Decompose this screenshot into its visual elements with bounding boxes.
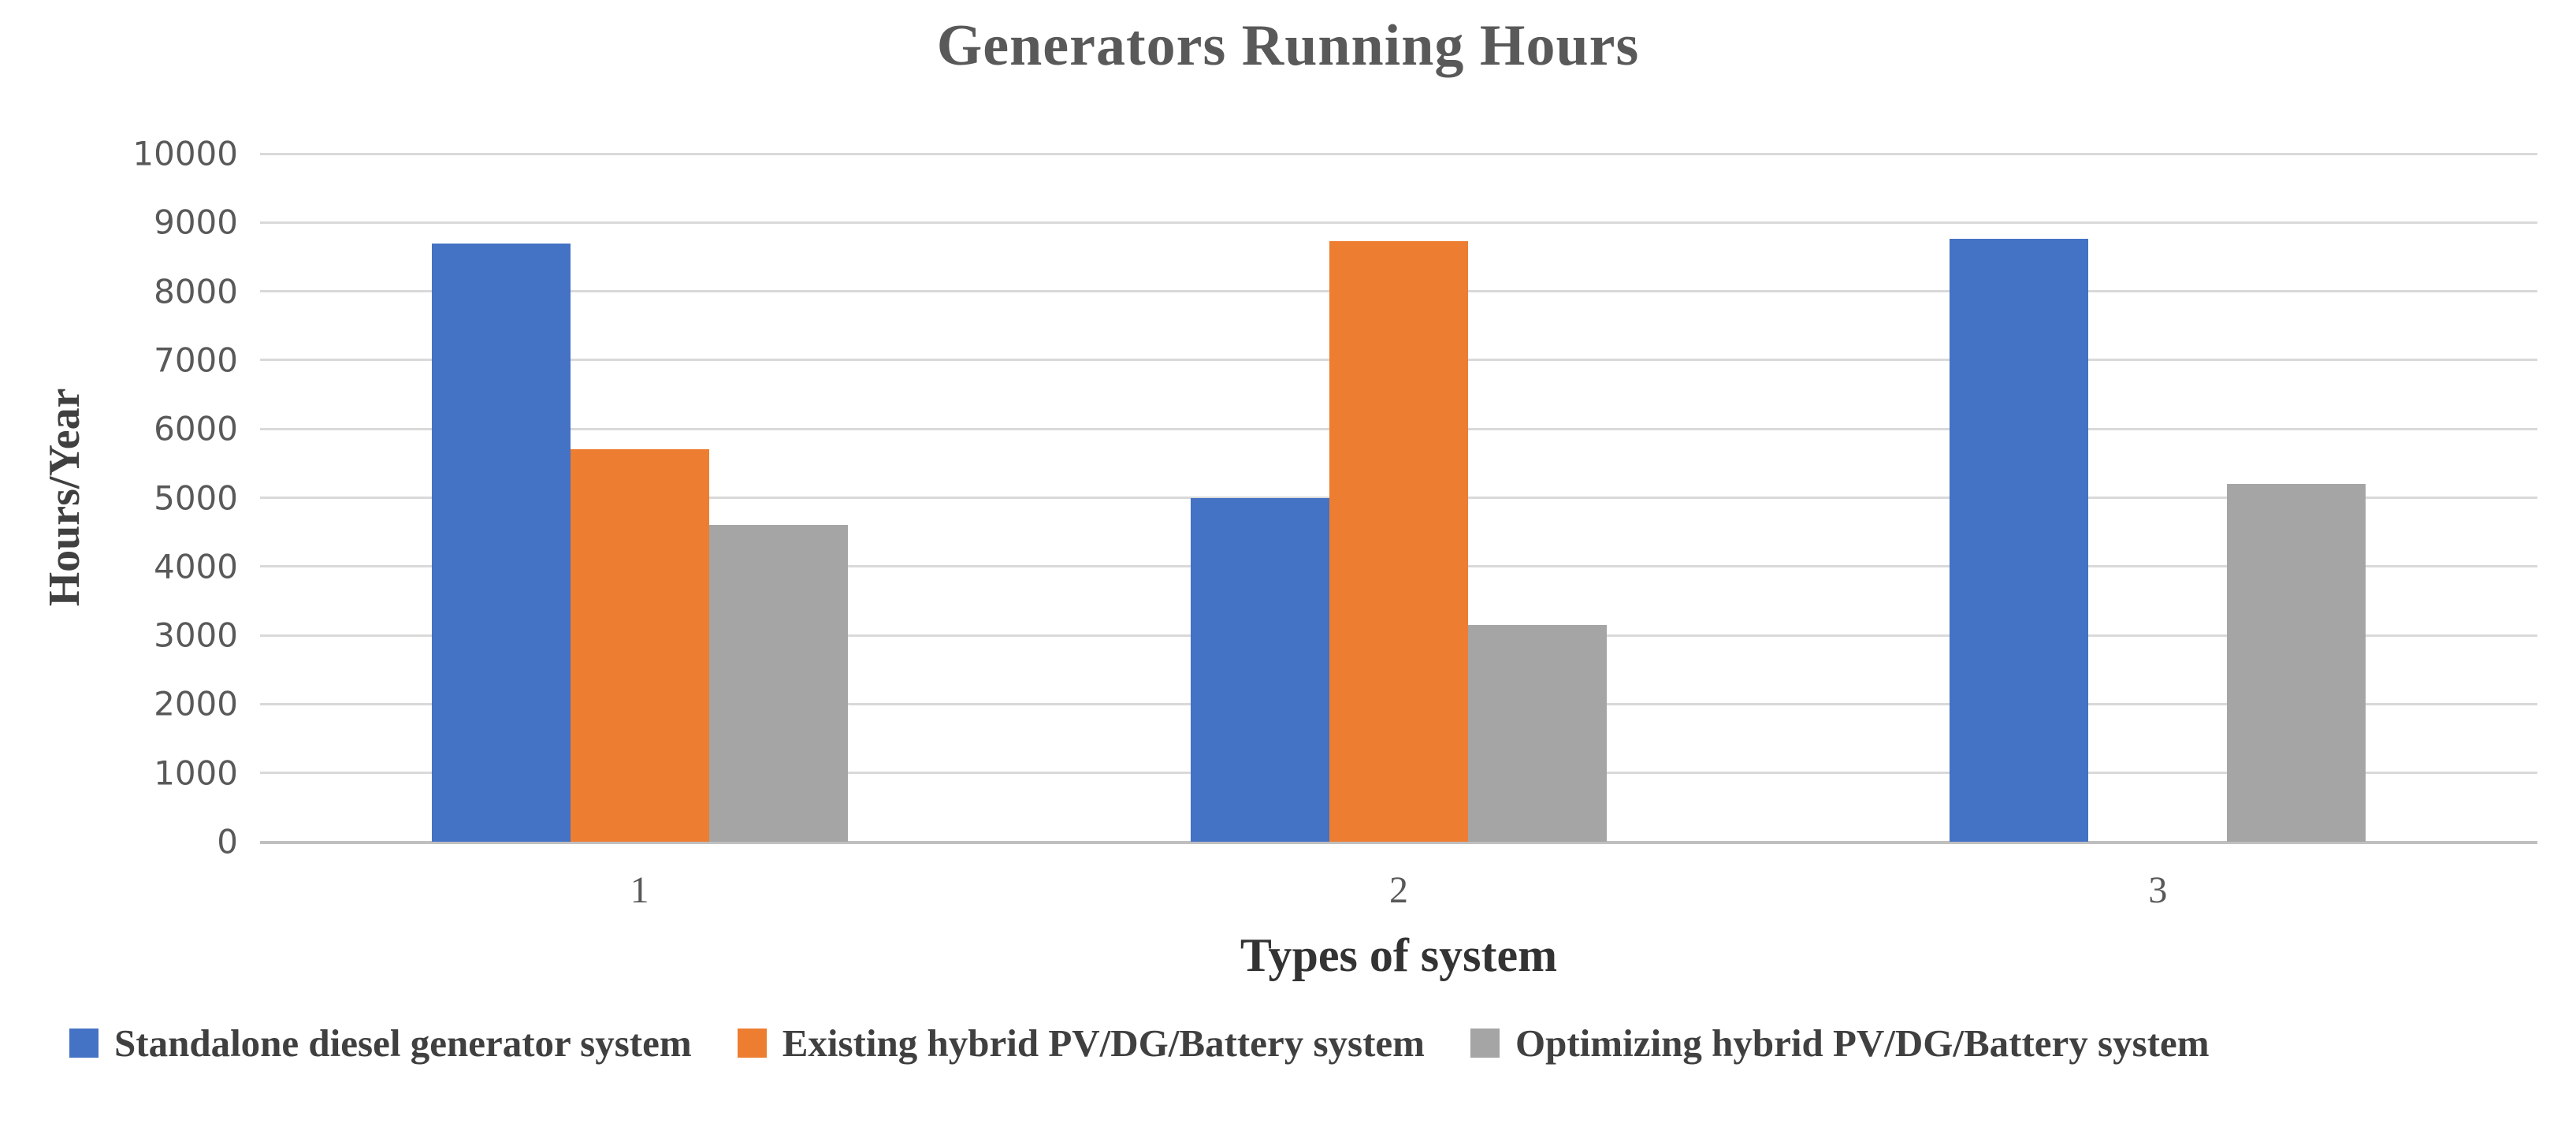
bar-category-3-series-3 bbox=[2227, 484, 2366, 842]
legend-item-2: Existing hybrid PV/DG/Battery system bbox=[737, 1021, 1425, 1066]
x-axis-line bbox=[260, 840, 2537, 844]
x-tick-label-2: 2 bbox=[1389, 869, 1408, 911]
gridline-9000 bbox=[260, 221, 2537, 224]
legend-item-1: Standalone diesel generator system bbox=[69, 1021, 692, 1066]
bar-category-1-series-3 bbox=[708, 525, 848, 842]
y-axis-tick-labels: 0 1000 2000 3000 4000 5000 6000 7000 8000 9000 100… bbox=[0, 0, 238, 1142]
gridline-10000 bbox=[260, 152, 2537, 155]
y-tick-label-4000: 4000 bbox=[154, 547, 238, 586]
chart-title: Generators Running Hours bbox=[936, 13, 1640, 78]
y-tick-label-0: 0 bbox=[217, 822, 238, 861]
bar-category-1-series-1 bbox=[431, 243, 571, 842]
y-tick-label-6000: 6000 bbox=[154, 409, 238, 448]
bar-category-2-series-2 bbox=[1329, 240, 1468, 842]
y-tick-label-2000: 2000 bbox=[154, 684, 238, 724]
bar-category-2-series-1 bbox=[1191, 497, 1329, 842]
bar-category-1-series-2 bbox=[570, 449, 709, 842]
y-tick-label-1000: 1000 bbox=[154, 753, 238, 793]
x-axis-title: Types of system bbox=[1240, 929, 1558, 981]
y-tick-label-3000: 3000 bbox=[154, 616, 238, 655]
y-tick-label-8000: 8000 bbox=[154, 272, 238, 311]
y-tick-label-7000: 7000 bbox=[154, 340, 238, 380]
y-tick-label-10000: 10000 bbox=[132, 134, 238, 173]
legend-swatch-icon bbox=[69, 1029, 99, 1058]
plot-area bbox=[260, 152, 2537, 844]
legend-label: Optimizing hybrid PV/DG/Battery system bbox=[1515, 1021, 2210, 1065]
y-tick-label-5000: 5000 bbox=[154, 478, 238, 517]
bar-category-3-series-1 bbox=[1950, 239, 2089, 842]
legend-swatch-icon bbox=[737, 1029, 767, 1058]
x-tick-label-1: 1 bbox=[630, 869, 649, 911]
legend-item-3: Optimizing hybrid PV/DG/Battery system bbox=[1470, 1021, 2210, 1066]
legend-label: Standalone diesel generator system bbox=[114, 1021, 692, 1065]
x-tick-label-3: 3 bbox=[2148, 869, 2168, 911]
bar-category-2-series-3 bbox=[1468, 625, 1607, 842]
legend: Standalone diesel generator system Existi… bbox=[69, 1021, 2544, 1066]
legend-label: Existing hybrid PV/DG/Battery system bbox=[782, 1021, 1425, 1065]
legend-swatch-icon bbox=[1470, 1029, 1500, 1058]
y-tick-label-9000: 9000 bbox=[154, 203, 238, 242]
